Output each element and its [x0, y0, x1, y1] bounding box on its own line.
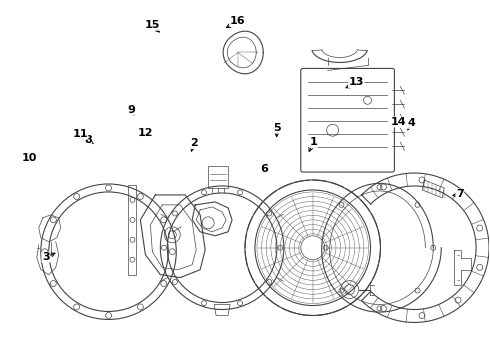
Text: 5: 5 — [273, 123, 281, 133]
Text: 1: 1 — [310, 138, 317, 147]
Text: 16: 16 — [230, 17, 245, 27]
Text: 15: 15 — [145, 20, 160, 30]
Text: 4: 4 — [407, 118, 415, 128]
Text: 8: 8 — [84, 135, 92, 145]
Text: 11: 11 — [72, 129, 88, 139]
Bar — [128, 185, 136, 275]
Text: 2: 2 — [190, 139, 197, 148]
Text: 7: 7 — [456, 189, 464, 199]
Text: 6: 6 — [261, 163, 269, 174]
Text: 9: 9 — [128, 105, 136, 115]
Text: 12: 12 — [137, 128, 153, 138]
Text: 3: 3 — [42, 252, 49, 262]
Bar — [208, 166, 228, 188]
Text: 13: 13 — [348, 77, 364, 87]
Text: 14: 14 — [391, 117, 407, 127]
Text: 10: 10 — [22, 153, 37, 163]
